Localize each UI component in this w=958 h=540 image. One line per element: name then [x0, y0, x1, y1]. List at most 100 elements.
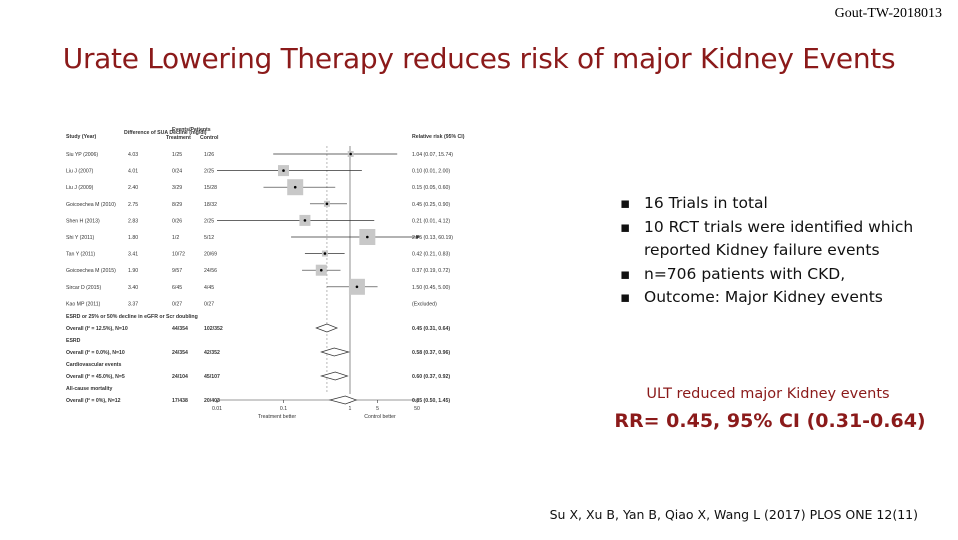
study-sua-difference: 3.41: [128, 252, 138, 258]
document-code: Gout-TW-2018013: [834, 6, 942, 21]
study-control-events: 0/27: [204, 301, 214, 307]
study-treatment-events: 9/57: [172, 268, 182, 274]
study-treatment-events: 10/72: [172, 252, 185, 258]
overall-control-events: 102/352: [204, 326, 223, 332]
study-control-events: 20/69: [204, 252, 217, 258]
overall-treatment-events: 44/354: [172, 326, 188, 332]
study-relative-risk: 0.45 (0.25, 0.90): [412, 202, 450, 208]
study-control-events: 15/28: [204, 185, 217, 191]
study-treatment-events: 3/29: [172, 185, 182, 191]
study-treatment-events: 1/2: [172, 235, 179, 241]
pooled-estimate-diamond: [315, 323, 339, 333]
header-events: Events/Patients: [172, 127, 211, 133]
bullet-rct: 10 RCT trials were identified which repo…: [618, 216, 948, 263]
header-difference: Difference of SUA Decline (mg/dl): [124, 130, 207, 136]
ult-result-text: ULT reduced major Kidney events: [646, 386, 890, 402]
bullet-patients: n=706 patients with CKD,: [618, 263, 948, 287]
study-name: Liu J (2009): [66, 185, 94, 191]
study-relative-risk: 1.50 (0.45, 5.00): [412, 285, 450, 291]
study-name: Tan Y (2011): [66, 252, 95, 258]
study-sua-difference: 3.40: [128, 285, 138, 291]
study-estimate-point: [293, 185, 297, 189]
overall-label: Overall (I² = 0.0%), N=10: [66, 350, 125, 356]
study-name: Goicoechea M (2010): [66, 202, 116, 208]
study-estimate-point: [355, 285, 359, 289]
overall-control-events: 45/107: [204, 374, 220, 380]
study-sua-difference: 2.40: [128, 185, 138, 191]
study-relative-risk: (Excluded): [412, 301, 437, 307]
study-treatment-events: 6/45: [172, 285, 182, 291]
ci-arrow: [416, 235, 421, 239]
study-relative-risk: 1.04 (0.07, 15.74): [412, 152, 453, 158]
outcome-group-label: Cardiovascular events: [66, 362, 121, 368]
summary-bullets: 16 Trials in total 10 RCT trials were id…: [618, 192, 948, 310]
header-treatment: Treatment: [166, 135, 191, 141]
study-relative-risk: 0.37 (0.19, 0.72): [412, 268, 450, 274]
study-sua-difference: 4.01: [128, 169, 138, 175]
study-sua-difference: 2.83: [128, 218, 138, 224]
x-tick-label: 1: [349, 406, 352, 412]
overall-label: Overall (I² = 0%), N=12: [66, 398, 121, 404]
x-tick-label: 0.1: [280, 406, 287, 412]
forest-plot-figure: Study (Year) Difference of SUA Decline (m…: [66, 127, 465, 420]
study-sua-difference: 1.90: [128, 268, 138, 274]
relative-risk-result: RR= 0.45, 95% CI (0.31-0.64): [614, 410, 926, 432]
study-sua-difference: 2.75: [128, 202, 138, 208]
study-control-events: 24/56: [204, 268, 217, 274]
study-name: Shi Y (2011): [66, 235, 95, 241]
header-control: Control: [200, 135, 219, 141]
study-sua-difference: 4.03: [128, 152, 138, 158]
study-estimate-point: [319, 268, 323, 272]
study-estimate-point: [303, 219, 307, 222]
pooled-estimate-diamond: [328, 395, 358, 405]
study-relative-risk: 2.75 (0.13, 60.19): [412, 235, 453, 241]
citation: Su X, Xu B, Yan B, Qiao X, Wang L (2017)…: [549, 507, 918, 522]
outcome-group-label: ESRD: [66, 338, 81, 344]
study-treatment-events: 8/29: [172, 202, 182, 208]
x-tick-label: 0.01: [212, 406, 222, 412]
study-name: Siu YP (2006): [66, 152, 98, 158]
study-estimate-point: [366, 235, 369, 239]
study-estimate-point: [323, 252, 327, 255]
x-tick-label: 5: [376, 406, 379, 412]
header-study: Study (Year): [66, 134, 97, 140]
bullet-trials: 16 Trials in total: [618, 192, 948, 216]
bullet-outcome: Outcome: Major Kidney events: [618, 286, 948, 310]
overall-treatment-events: 24/354: [172, 350, 188, 356]
study-relative-risk: 0.21 (0.01, 4.12): [412, 218, 450, 224]
study-name: Shen H (2013): [66, 218, 100, 224]
study-sua-difference: 1.80: [128, 235, 138, 241]
overall-label: Overall (I² = 45.0%), N=5: [66, 374, 125, 380]
study-treatment-events: 0/27: [172, 301, 182, 307]
pooled-estimate-diamond: [320, 347, 351, 357]
overall-label: Overall (I² = 12.5%), N=10: [66, 326, 128, 332]
study-name: Sircar D (2015): [66, 285, 101, 291]
study-relative-risk: 0.42 (0.21, 0.83): [412, 252, 450, 258]
study-estimate-point: [282, 169, 285, 172]
study-name: Liu J (2007): [66, 169, 94, 175]
header-relative-risk: Relative risk (95% CI): [412, 134, 465, 140]
study-name: Goicoechea M (2015): [66, 268, 116, 274]
outcome-group-label: All-cause mortality: [66, 386, 113, 392]
overall-treatment-events: 24/104: [172, 374, 188, 380]
study-control-events: 2/25: [204, 169, 214, 175]
study-name: Kao MP (2011): [66, 301, 101, 307]
study-control-events: 1/26: [204, 152, 214, 158]
study-control-events: 2/25: [204, 218, 214, 224]
study-relative-risk: 0.15 (0.05, 0.60): [412, 185, 450, 191]
study-sua-difference: 3.37: [128, 301, 138, 307]
overall-relative-risk: 0.45 (0.31, 0.64): [412, 326, 450, 332]
study-control-events: 18/32: [204, 202, 217, 208]
study-control-events: 5/12: [204, 235, 214, 241]
overall-treatment-events: 17/438: [172, 398, 188, 404]
outcome-group-label: ESRD or 25% or 50% decline in eGFR or Sc…: [66, 314, 198, 320]
overall-relative-risk: 0.58 (0.37, 0.96): [412, 350, 450, 356]
favours-control-label: Control better: [364, 414, 396, 420]
study-treatment-events: 0/24: [172, 169, 182, 175]
study-estimate-point: [349, 152, 352, 156]
overall-relative-risk: 0.85 (0.50, 1.45): [412, 398, 450, 404]
study-treatment-events: 1/25: [172, 152, 182, 158]
overall-relative-risk: 0.60 (0.37, 0.92): [412, 374, 450, 380]
pooled-estimate-diamond: [320, 371, 349, 381]
overall-control-events: 42/352: [204, 350, 220, 356]
